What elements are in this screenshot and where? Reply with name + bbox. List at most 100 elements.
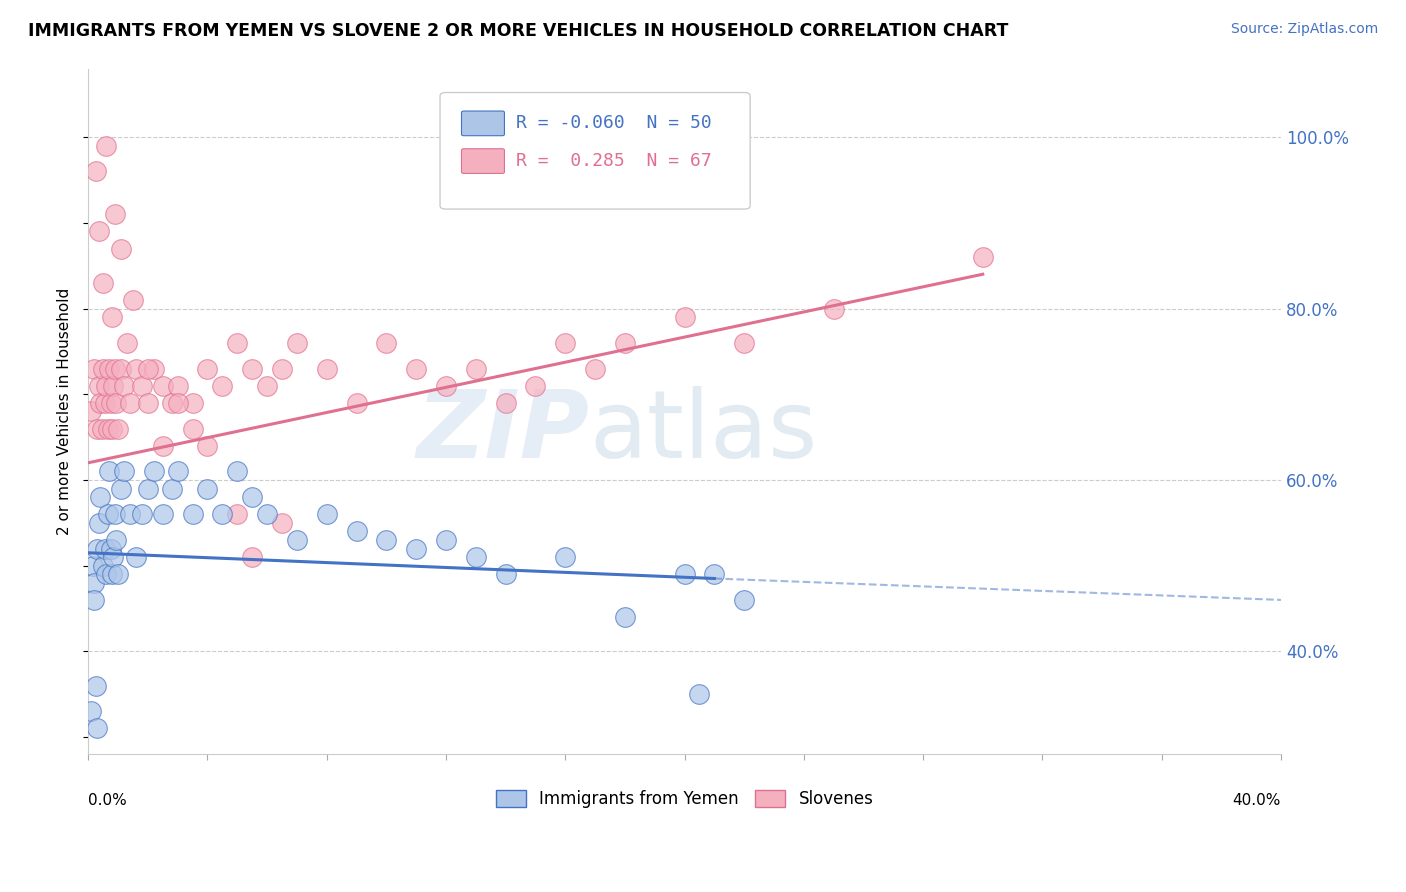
Point — [211, 378, 233, 392]
Point — [688, 687, 710, 701]
Point — [256, 378, 278, 392]
Point — [131, 507, 153, 521]
Legend: Immigrants from Yemen, Slovenes: Immigrants from Yemen, Slovenes — [489, 783, 880, 814]
Point — [271, 516, 294, 530]
Y-axis label: 2 or more Vehicles in Household: 2 or more Vehicles in Household — [58, 288, 72, 535]
Point — [181, 396, 204, 410]
Point — [118, 396, 141, 410]
Point — [524, 378, 547, 392]
Point — [87, 516, 110, 530]
FancyBboxPatch shape — [440, 93, 751, 209]
Point — [84, 679, 107, 693]
Point — [112, 378, 135, 392]
Point — [86, 722, 108, 736]
Point — [315, 361, 337, 376]
Point — [96, 507, 118, 521]
Point — [554, 335, 576, 350]
Point — [118, 507, 141, 521]
Point — [103, 550, 125, 565]
Point — [98, 464, 121, 478]
Point — [96, 421, 118, 435]
Point — [160, 396, 183, 410]
Point — [152, 439, 174, 453]
Point — [82, 558, 104, 573]
Point — [93, 396, 115, 410]
Point — [105, 533, 128, 547]
Point — [375, 533, 398, 547]
Point — [464, 361, 486, 376]
Point — [89, 396, 111, 410]
Point — [101, 310, 124, 324]
Point — [160, 482, 183, 496]
Point — [80, 404, 103, 418]
Point — [226, 464, 249, 478]
Point — [142, 361, 165, 376]
Point — [100, 541, 122, 556]
Point — [554, 550, 576, 565]
Point — [112, 464, 135, 478]
Point — [87, 378, 110, 392]
Point — [142, 464, 165, 478]
Point — [240, 550, 263, 565]
Point — [211, 507, 233, 521]
Text: 0.0%: 0.0% — [89, 793, 127, 808]
Point — [166, 396, 188, 410]
Point — [131, 378, 153, 392]
Point — [181, 507, 204, 521]
Point — [125, 550, 148, 565]
Point — [673, 567, 696, 582]
Point — [87, 224, 110, 238]
Point — [673, 310, 696, 324]
Point — [91, 361, 114, 376]
Point — [226, 335, 249, 350]
Point — [181, 421, 204, 435]
Point — [285, 335, 308, 350]
Point — [110, 242, 132, 256]
Point — [733, 335, 755, 350]
Point — [104, 207, 127, 221]
Point — [94, 567, 117, 582]
Point — [240, 490, 263, 504]
Point — [226, 507, 249, 521]
Point — [583, 361, 606, 376]
Point — [464, 550, 486, 565]
Point — [405, 541, 427, 556]
Point — [98, 361, 121, 376]
Point — [733, 593, 755, 607]
Point — [495, 396, 517, 410]
Point — [86, 541, 108, 556]
Point — [346, 524, 368, 539]
Point — [115, 335, 138, 350]
Text: ZIP: ZIP — [416, 386, 589, 478]
Point — [703, 567, 725, 582]
Point — [122, 293, 145, 307]
Point — [613, 335, 636, 350]
Point — [100, 396, 122, 410]
Point — [93, 541, 115, 556]
Point — [91, 558, 114, 573]
Point — [136, 396, 159, 410]
Point — [84, 164, 107, 178]
Point — [110, 361, 132, 376]
Point — [107, 421, 129, 435]
Point — [256, 507, 278, 521]
Point — [89, 490, 111, 504]
Point — [101, 567, 124, 582]
Point — [271, 361, 294, 376]
Text: Source: ZipAtlas.com: Source: ZipAtlas.com — [1230, 22, 1378, 37]
Point — [972, 250, 994, 264]
Point — [110, 482, 132, 496]
Point — [103, 378, 125, 392]
Point — [197, 482, 219, 496]
Point — [152, 507, 174, 521]
Point — [80, 704, 103, 718]
Point — [346, 396, 368, 410]
Point — [94, 138, 117, 153]
Point — [83, 361, 105, 376]
Point — [152, 378, 174, 392]
Point — [136, 482, 159, 496]
Point — [375, 335, 398, 350]
Point — [94, 378, 117, 392]
Point — [197, 361, 219, 376]
Point — [197, 439, 219, 453]
